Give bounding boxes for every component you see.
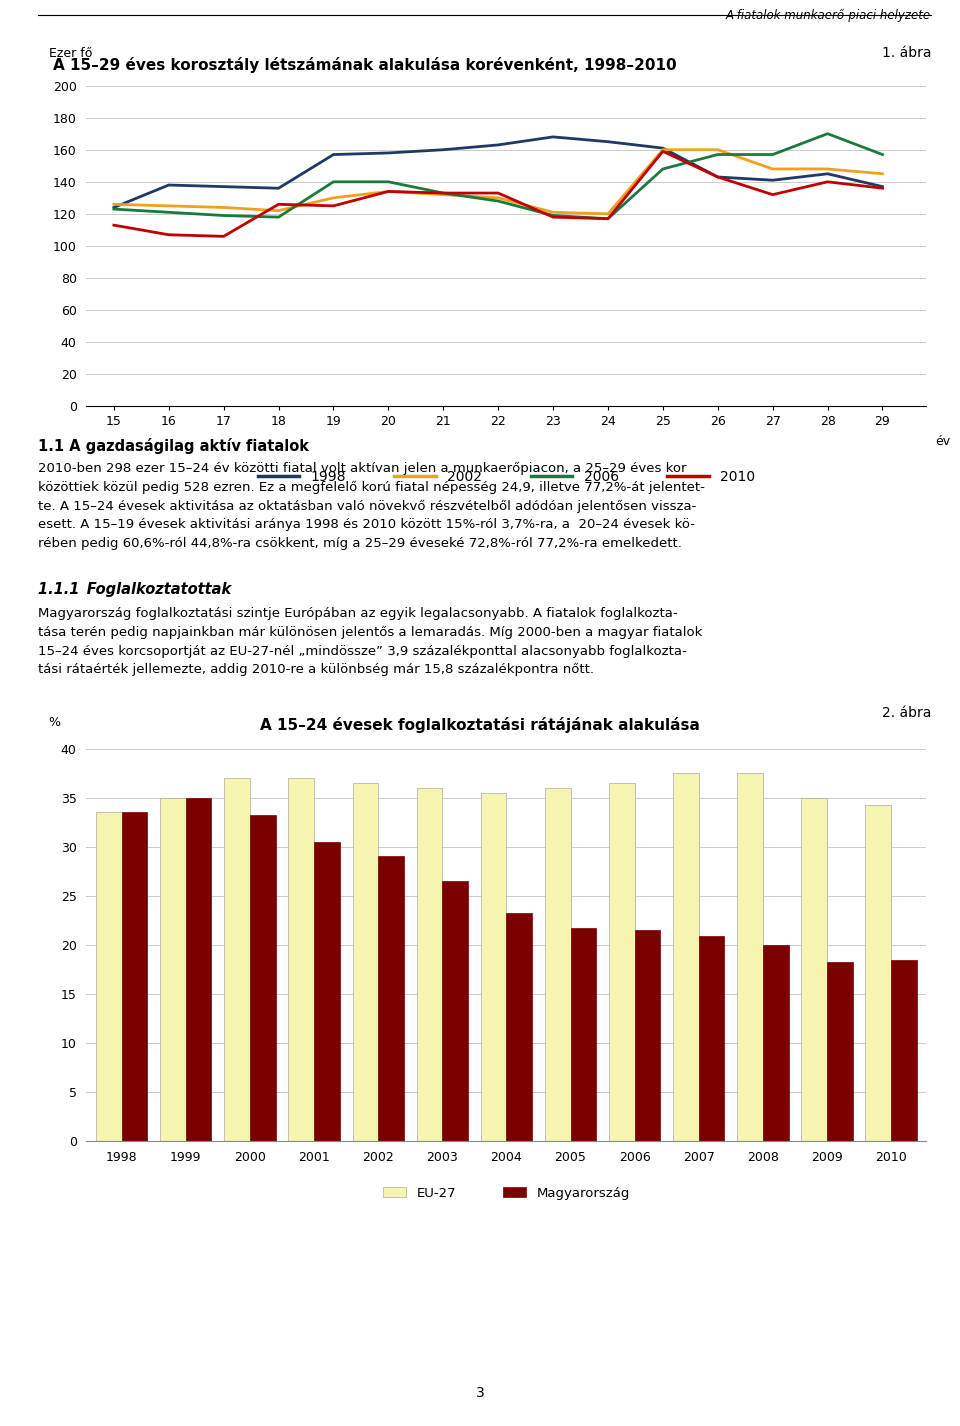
Text: A fiatalok munkaerő-piaci helyzete: A fiatalok munkaerő-piaci helyzete (726, 10, 931, 23)
Text: A 15–24 évesek foglalkoztatási rátájának alakulása: A 15–24 évesek foglalkoztatási rátájának… (260, 717, 700, 733)
Text: 3: 3 (475, 1386, 485, 1400)
Bar (635, 930, 660, 1141)
Bar (225, 779, 250, 1141)
Bar (866, 804, 891, 1141)
Bar (481, 793, 506, 1141)
Text: 1. ábra: 1. ábra (881, 46, 931, 60)
Bar (609, 783, 635, 1141)
Bar (699, 935, 725, 1141)
Bar (122, 813, 147, 1141)
Text: év: év (935, 435, 950, 448)
Bar (352, 783, 378, 1141)
Bar (827, 963, 852, 1141)
Text: 2010-ben 298 ezer 15–24 év közötti fiatal volt aktívan jelen a munkaerőpiacon, a: 2010-ben 298 ezer 15–24 év közötti fiata… (38, 462, 706, 549)
Bar (891, 961, 917, 1141)
Bar (160, 797, 186, 1141)
Bar (763, 945, 788, 1141)
Text: A 15–29 éves korosztály létszámának alakulása korévenként, 1998–2010: A 15–29 éves korosztály létszámának alak… (53, 57, 677, 73)
Bar (96, 813, 122, 1141)
Bar (673, 773, 699, 1141)
Bar (186, 797, 211, 1141)
Bar (443, 881, 468, 1141)
Text: Ezer fő: Ezer fő (49, 47, 92, 60)
Bar (545, 787, 570, 1141)
Legend: 1998, 2002, 2006, 2010: 1998, 2002, 2006, 2010 (252, 465, 761, 489)
Bar (314, 841, 340, 1141)
Legend: EU-27, Magyarország: EU-27, Magyarország (377, 1181, 636, 1205)
Text: 2. ábra: 2. ábra (882, 706, 931, 720)
Bar (802, 797, 827, 1141)
Text: 1.1.1 Foglalkoztatottak: 1.1.1 Foglalkoztatottak (38, 582, 231, 597)
Bar (570, 928, 596, 1141)
Bar (288, 779, 314, 1141)
Bar (378, 857, 404, 1141)
Bar (506, 914, 532, 1141)
Bar (417, 787, 443, 1141)
Text: %: % (49, 716, 60, 729)
Bar (737, 773, 763, 1141)
Bar (250, 816, 276, 1141)
Text: 1.1 A gazdaságilag aktív fiatalok: 1.1 A gazdaságilag aktív fiatalok (38, 438, 309, 453)
Text: Magyarország foglalkoztatási szintje Európában az egyik legalacsonyabb. A fiatal: Magyarország foglalkoztatási szintje Eur… (38, 607, 703, 676)
